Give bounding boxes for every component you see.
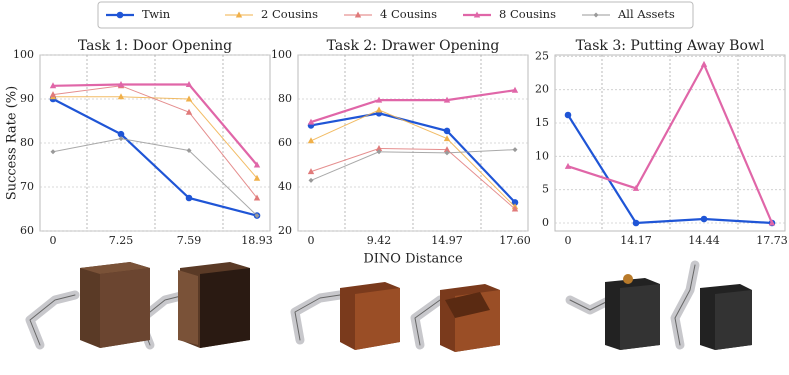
legend-marker <box>235 11 243 18</box>
y-tick-label: 25 <box>535 49 549 62</box>
data-point <box>307 118 315 125</box>
legend-marker <box>473 11 481 18</box>
legend-marker <box>116 11 124 19</box>
data-point <box>253 194 261 201</box>
y-tick-label: 80 <box>20 136 34 149</box>
legend-label: All Assets <box>617 7 675 21</box>
y-tick-label: 40 <box>278 180 292 193</box>
chart-title: Task 2: Drawer Opening <box>327 38 500 54</box>
series-line <box>52 85 258 199</box>
data-point <box>185 108 193 115</box>
x-tick-label: 0 <box>50 234 57 247</box>
series-line <box>567 61 774 224</box>
y-tick-label: 5 <box>542 183 549 196</box>
x-tick-label: 18.93 <box>241 234 273 247</box>
x-tick-label: 9.42 <box>367 234 392 247</box>
data-point <box>443 146 451 153</box>
data-point <box>511 205 519 212</box>
data-point <box>118 136 124 142</box>
chart-title: Task 1: Door Opening <box>78 38 232 54</box>
data-point <box>307 168 315 175</box>
legend-label: 8 Cousins <box>499 7 556 21</box>
data-point <box>700 215 708 223</box>
y-tick-label: 60 <box>20 224 34 237</box>
data-point <box>185 80 193 87</box>
data-point <box>376 149 382 155</box>
data-point <box>308 177 314 183</box>
y-tick-label: 15 <box>535 116 549 129</box>
series-line <box>310 149 516 181</box>
x-tick-label: 17.60 <box>499 234 531 247</box>
series-line <box>310 112 516 204</box>
data-point <box>185 95 193 102</box>
legend-box <box>97 1 694 29</box>
data-point <box>443 96 451 103</box>
y-tick-label: 20 <box>278 224 292 237</box>
illustrations <box>25 260 752 352</box>
data-point <box>50 149 56 155</box>
data-point <box>117 80 125 87</box>
y-tick-label: 20 <box>535 83 549 96</box>
data-point <box>186 147 192 153</box>
data-point <box>444 150 450 156</box>
legend-label: 4 Cousins <box>380 7 437 21</box>
series-line <box>52 138 258 216</box>
data-point <box>375 106 383 113</box>
x-tick-label: 7.59 <box>177 234 202 247</box>
y-tick-label: 80 <box>278 92 292 105</box>
series-line <box>310 147 516 210</box>
data-point <box>512 147 518 153</box>
data-point <box>253 161 261 168</box>
legend-marker <box>354 11 362 18</box>
data-point <box>511 199 519 206</box>
data-point <box>700 60 708 67</box>
data-point <box>307 137 315 144</box>
data-point <box>375 96 383 103</box>
y-tick-label: 90 <box>20 92 34 105</box>
data-point <box>49 82 57 89</box>
data-point <box>117 130 125 138</box>
x-tick-label: 7.25 <box>109 234 134 247</box>
x-tick-label: 17.73 <box>756 234 788 247</box>
x-tick-label: 0 <box>565 234 572 247</box>
series-line <box>310 89 516 124</box>
x-axis-label: DINO Distance <box>363 252 463 267</box>
data-point <box>49 91 57 98</box>
data-point <box>117 93 125 100</box>
data-point <box>564 162 572 169</box>
series-line <box>52 83 258 166</box>
data-point <box>564 111 572 119</box>
y-tick-label: 70 <box>20 180 34 193</box>
y-tick-label: 10 <box>535 149 549 162</box>
y-tick-label: 100 <box>13 48 34 61</box>
data-point <box>443 127 451 135</box>
y-tick-label: 60 <box>278 136 292 149</box>
data-point <box>254 213 260 219</box>
data-point <box>511 86 519 93</box>
data-point <box>632 184 640 191</box>
series-line <box>310 109 516 208</box>
legend-label: Twin <box>142 7 171 21</box>
x-tick-label: 0 <box>308 234 315 247</box>
legend-marker <box>593 12 599 18</box>
legend-label: 2 Cousins <box>261 7 318 21</box>
data-point <box>375 145 383 151</box>
data-point <box>253 174 261 181</box>
x-tick-label: 14.97 <box>431 234 463 247</box>
series-line <box>53 96 258 179</box>
data-point <box>185 194 193 202</box>
x-tick-label: 14.44 <box>688 234 720 247</box>
y-tick-label: 0 <box>542 216 549 229</box>
series-line <box>567 114 773 225</box>
series-line <box>52 98 258 217</box>
data-point <box>632 219 640 227</box>
chart-title: Task 3: Putting Away Bowl <box>576 38 765 54</box>
x-tick-label: 14.17 <box>620 234 652 247</box>
y-tick-label: 100 <box>271 48 292 61</box>
data-point <box>768 219 776 226</box>
data-point <box>443 135 451 142</box>
y-axis-label: Success Rate (%) <box>5 86 20 200</box>
cabinet <box>80 262 752 352</box>
